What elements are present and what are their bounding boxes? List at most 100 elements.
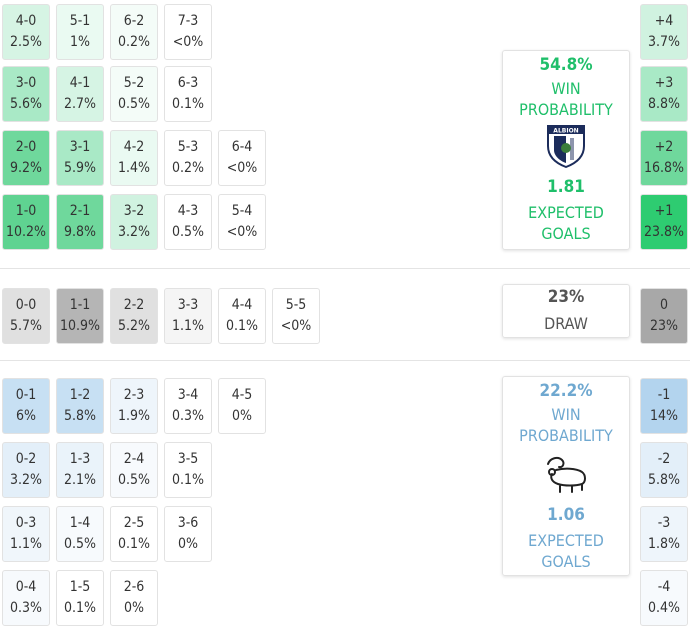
probability: 0.1%	[172, 96, 204, 112]
score: 2-4	[123, 451, 145, 467]
score: 5-4	[231, 203, 253, 219]
score: -3	[657, 515, 671, 531]
probability: 0.2%	[118, 34, 150, 50]
score-cell: 2-2 5.2%	[110, 288, 158, 344]
score: 1-5	[69, 579, 91, 595]
probability: 5.7%	[10, 318, 42, 334]
score-cell: 1-2 5.8%	[56, 378, 104, 434]
win-label: WIN PROBABILITY	[519, 405, 613, 445]
score-cell: +2 16.8%	[640, 130, 688, 186]
probability: 1.4%	[118, 160, 150, 176]
score-cell: 4-1 2.7%	[56, 66, 104, 122]
crest: ALBION	[547, 125, 585, 169]
probability: <0%	[172, 34, 204, 50]
xg-label: EXPECTED GOALS	[528, 531, 604, 571]
score: 5-3	[177, 139, 199, 155]
score-cell: 6-3 0.1%	[164, 66, 212, 122]
probability: 5.9%	[64, 160, 96, 176]
score: 0-1	[15, 387, 37, 403]
probability: 0.4%	[648, 600, 680, 616]
probability: 0.3%	[10, 600, 42, 616]
probability: 3.2%	[10, 472, 42, 488]
probability: 0.3%	[172, 408, 204, 424]
score: 2-5	[123, 515, 145, 531]
score-cell: 2-3 1.9%	[110, 378, 158, 434]
score: 4-5	[231, 387, 253, 403]
score: 2-2	[123, 297, 145, 313]
score-cell: 0-1 6%	[2, 378, 50, 434]
score-cell: 3-3 1.1%	[164, 288, 212, 344]
score: 3-1	[69, 139, 91, 155]
draw-summary: 23% DRAW	[502, 284, 630, 338]
probability: <0%	[226, 224, 258, 240]
score-cell: 1-1 10.9%	[56, 288, 104, 344]
crest-text: ALBION	[553, 128, 578, 135]
score: 6-2	[123, 13, 145, 29]
score-cell: 3-6 0%	[164, 506, 212, 562]
score: 0	[659, 297, 668, 313]
divider	[0, 268, 690, 269]
score-cell: 0-3 1.1%	[2, 506, 50, 562]
probability: 2.7%	[64, 96, 96, 112]
probability: 0.1%	[226, 318, 258, 334]
score: 2-3	[123, 387, 145, 403]
score: -4	[657, 579, 671, 595]
score-cell: 3-2 3.2%	[110, 194, 158, 250]
probability: 8.8%	[648, 96, 680, 112]
score-cell: 2-4 0.5%	[110, 442, 158, 498]
divider	[0, 360, 690, 361]
score: 4-4	[231, 297, 253, 313]
score-cell: +3 8.8%	[640, 66, 688, 122]
score: 5-5	[285, 297, 307, 313]
score: 3-3	[177, 297, 199, 313]
probability: 10.2%	[5, 224, 46, 240]
score-cell: 0-2 3.2%	[2, 442, 50, 498]
probability: 16.8%	[643, 160, 684, 176]
probability: 6%	[16, 408, 36, 424]
score-cell: 2-6 0%	[110, 570, 158, 626]
probability: 0.1%	[64, 600, 96, 616]
draw-prob: 23%	[547, 287, 585, 307]
probability: 1%	[70, 34, 90, 50]
score-cell: -2 5.8%	[640, 442, 688, 498]
score-cell: 3-4 0.3%	[164, 378, 212, 434]
score: 3-2	[123, 203, 145, 219]
probability: 0.5%	[118, 96, 150, 112]
probability: 9.2%	[10, 160, 42, 176]
score: 6-4	[231, 139, 253, 155]
score-cell: 3-0 5.6%	[2, 66, 50, 122]
score-cell: 2-5 0.1%	[110, 506, 158, 562]
score-cell: +1 23.8%	[640, 194, 688, 250]
score: 4-0	[15, 13, 37, 29]
score: 4-2	[123, 139, 145, 155]
probability: 2.5%	[10, 34, 42, 50]
score: -2	[657, 451, 671, 467]
score: 4-1	[69, 75, 91, 91]
score: 1-4	[69, 515, 91, 531]
score: 7-3	[177, 13, 199, 29]
score-cell: 1-5 0.1%	[56, 570, 104, 626]
score-cell: 1-4 0.5%	[56, 506, 104, 562]
score: 1-0	[15, 203, 37, 219]
score-cell: 4-4 0.1%	[218, 288, 266, 344]
ram-icon	[547, 456, 586, 493]
away-summary: 22.2% WIN PROBABILITY 1.06 EXPECTED GOAL…	[502, 376, 630, 576]
score-cell: 5-4 <0%	[218, 194, 266, 250]
score-cell: 7-3 <0%	[164, 4, 212, 60]
probability: 5.8%	[64, 408, 96, 424]
score-cell: -4 0.4%	[640, 570, 688, 626]
score-cell: 0 23%	[640, 288, 688, 344]
score-cell: 4-3 0.5%	[164, 194, 212, 250]
probability: 0%	[178, 536, 198, 552]
score: 1-2	[69, 387, 91, 403]
score-cell: 5-2 0.5%	[110, 66, 158, 122]
probability: <0%	[226, 160, 258, 176]
score: 0-2	[15, 451, 37, 467]
score-cell: 4-2 1.4%	[110, 130, 158, 186]
probability: 1.1%	[172, 318, 204, 334]
score-cell: 6-4 <0%	[218, 130, 266, 186]
probability: 0.5%	[172, 224, 204, 240]
home-summary: 54.8% WIN PROBABILITY ALBION 1.81 EXPECT…	[502, 50, 630, 250]
score: 1-3	[69, 451, 91, 467]
